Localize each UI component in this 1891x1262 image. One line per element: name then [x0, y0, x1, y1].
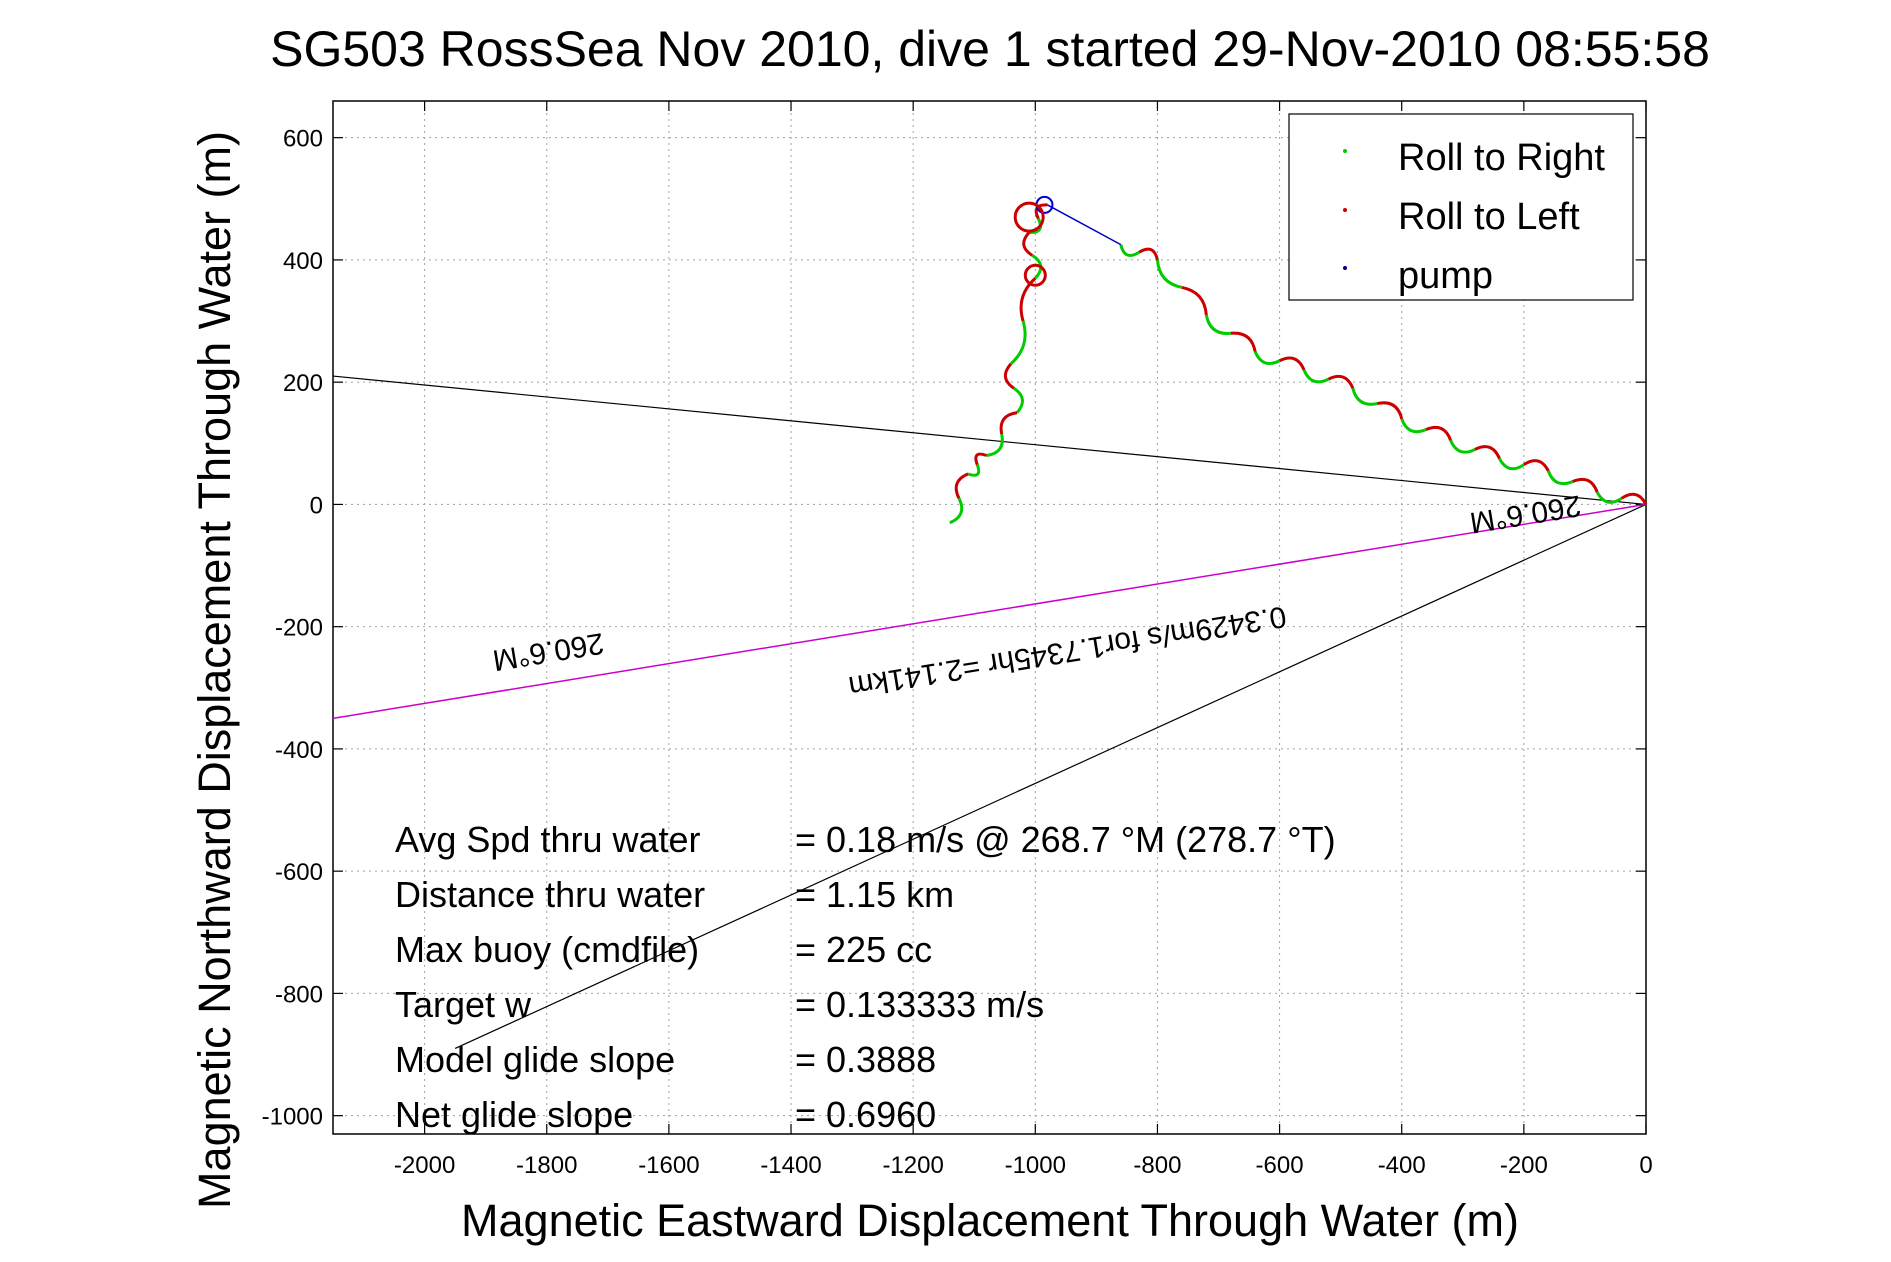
y-tick-label: 0 — [310, 492, 323, 519]
stat-label: Distance thru water — [395, 874, 705, 915]
stat-value: = 0.133333 m/s — [795, 984, 1044, 1025]
track-segment-roll-right — [1546, 470, 1574, 486]
y-tick-label: -800 — [275, 981, 323, 1008]
track-segment-roll-left — [1022, 231, 1034, 257]
chart-title: SG503 RossSea Nov 2010, dive 1 started 2… — [270, 21, 1710, 77]
x-tick-label: -800 — [1133, 1152, 1181, 1179]
legend-label-pump: pump — [1398, 255, 1493, 297]
track-segment-roll-right — [1013, 387, 1024, 414]
track-segment-roll-left — [1230, 331, 1257, 352]
track-segment-roll-right — [1253, 350, 1281, 365]
reference-line-black — [454, 503, 1647, 1049]
stat-label: Max buoy (cmdfile) — [395, 929, 699, 970]
x-tick-label: -1200 — [882, 1152, 943, 1179]
x-tick-label: -600 — [1256, 1152, 1304, 1179]
track-segment-roll-right — [1009, 320, 1027, 365]
y-tick-label: 200 — [283, 370, 323, 397]
stat-value: = 0.3888 — [795, 1039, 936, 1080]
stat-label: Net glide slope — [395, 1094, 633, 1135]
y-tick-label: 600 — [283, 126, 323, 153]
legend-label-roll-right: Roll to Right — [1398, 137, 1605, 179]
legend-marker-roll-left — [1343, 208, 1347, 212]
x-tick-label: -200 — [1500, 1152, 1548, 1179]
plot-frame — [332, 100, 1647, 1135]
track-segment-roll-left — [1138, 247, 1159, 261]
y-axis-label: Magnetic Northward Displacement Through … — [189, 131, 240, 1209]
reference-line-black — [332, 375, 1647, 506]
track-segment-roll-left — [1019, 277, 1037, 322]
track-segment-roll-left — [1327, 374, 1355, 389]
x-tick-label: -1000 — [1005, 1152, 1066, 1179]
stat-label: Model glide slope — [395, 1039, 675, 1080]
stat-value: = 225 cc — [795, 929, 932, 970]
track-segment-roll-left — [1523, 459, 1550, 472]
stat-value: = 0.18 m/s @ 268.7 °M (278.7 °T) — [795, 819, 1336, 860]
track-pump-segment — [1047, 204, 1122, 246]
track-segment-roll-left — [1003, 362, 1015, 390]
track-segment-roll-right — [1302, 369, 1330, 384]
track-segment-roll-right — [1351, 387, 1378, 406]
track-loop — [1013, 201, 1045, 233]
legend: Roll to Right Roll to Left pump — [1288, 113, 1634, 301]
dive-stats-panel: Avg Spd thru water = 0.18 m/s @ 268.7 °M … — [395, 819, 1336, 1135]
track-segment-roll-left — [1425, 425, 1452, 441]
x-tick-label: -1600 — [638, 1152, 699, 1179]
y-tick-label: -400 — [275, 737, 323, 764]
x-tick-label: -2000 — [394, 1152, 455, 1179]
legend-marker-roll-right — [1343, 149, 1347, 153]
track-segment-roll-left — [1181, 285, 1208, 316]
y-tick-label: -1000 — [262, 1104, 323, 1131]
legend-marker-pump — [1343, 266, 1347, 270]
track-segment-roll-left — [974, 452, 987, 466]
track-segment-roll-left — [1376, 401, 1404, 420]
stat-label: Target w — [395, 984, 532, 1025]
y-axis-ticks: 600 400 200 0 -200 -400 -600 -800 -1000 — [262, 126, 1646, 1131]
x-axis-ticks: -2000 -1800 -1600 -1400 -1200 -1000 -800 -600 -4… — [394, 101, 1653, 1179]
track-segment-roll-right — [1449, 439, 1476, 454]
reference-line-magenta — [332, 503, 1647, 720]
y-tick-label: -200 — [275, 615, 323, 642]
reference-lines — [332, 375, 1647, 1049]
track-segment-roll-left — [1474, 445, 1501, 460]
track-segment-roll-left — [954, 472, 969, 499]
stat-label: Avg Spd thru water — [395, 819, 701, 860]
track-segment-roll-right — [1400, 418, 1427, 434]
y-tick-label: 400 — [283, 248, 323, 275]
x-axis-label: Magnetic Eastward Displacement Through W… — [461, 1195, 1519, 1246]
track-segment-roll-right — [1155, 259, 1183, 289]
track-segment-roll-right — [986, 433, 1004, 458]
track-segment-roll-right — [949, 497, 964, 525]
x-tick-label: 0 — [1639, 1152, 1652, 1179]
track-segment-roll-left — [1620, 492, 1648, 506]
legend-label-roll-left: Roll to Left — [1398, 196, 1580, 238]
track-segment-roll-left — [1572, 477, 1599, 493]
stat-value: = 0.6960 — [795, 1094, 936, 1135]
track-loop — [1023, 263, 1047, 287]
dive-track — [949, 195, 1648, 525]
track-segment-roll-right — [1498, 457, 1525, 471]
track-segment-roll-left — [999, 411, 1018, 435]
track-segment-roll-left — [1278, 356, 1306, 371]
x-tick-label: -1400 — [760, 1152, 821, 1179]
stat-value: = 1.15 km — [795, 874, 954, 915]
track-segment-roll-right — [1595, 491, 1623, 504]
track-segment-roll-right — [1119, 244, 1140, 257]
track-segment-roll-right — [967, 464, 981, 477]
x-tick-label: -1800 — [516, 1152, 577, 1179]
grid-lines — [333, 101, 1646, 1134]
track-segment-roll-right — [1204, 314, 1231, 335]
y-tick-label: -600 — [275, 859, 323, 886]
x-tick-label: -400 — [1378, 1152, 1426, 1179]
